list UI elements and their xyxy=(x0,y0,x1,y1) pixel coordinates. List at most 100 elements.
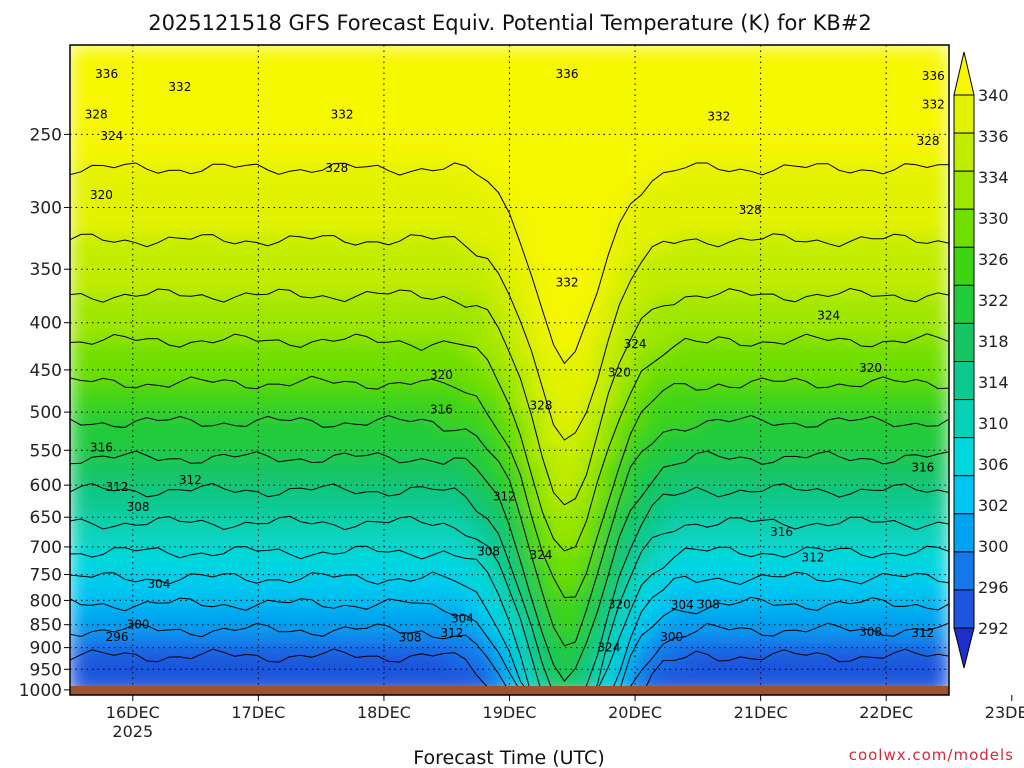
contour-label: 328 xyxy=(917,134,940,148)
isentrope-line xyxy=(70,648,949,695)
contour-label: 328 xyxy=(739,203,762,217)
contour-label: 304 xyxy=(147,577,170,591)
y-tick-label: 500 xyxy=(30,403,62,423)
x-tick-label: 22DEC xyxy=(859,703,913,722)
y-tick-label: 1000 xyxy=(19,681,62,701)
colorbar-segment xyxy=(953,246,975,286)
x-year-label: 2025 xyxy=(112,722,153,741)
colorbar-segment xyxy=(953,437,975,477)
colorbar-segment xyxy=(953,132,975,172)
y-tick-label: 250 xyxy=(30,125,62,145)
y-tick-label: 350 xyxy=(30,260,62,280)
colorbar-segment xyxy=(953,399,975,439)
pressure-axis: 250 300 350 400 450 500 550 600 650 700 750 800 850 9… xyxy=(19,125,70,701)
contour-label: 308 xyxy=(399,631,422,645)
isentrope-line xyxy=(70,333,949,552)
colorbar: 340 336 334 330 326 322 318 314 310 306 302 300 296 2… xyxy=(953,51,1009,669)
isentrope-line xyxy=(70,545,949,695)
isentrope-line xyxy=(70,162,949,365)
contour-label: 312 xyxy=(179,473,202,487)
y-tick-label: 400 xyxy=(30,314,62,334)
colorbar-tick-label: 340 xyxy=(978,86,1009,105)
colorbar-segment xyxy=(953,551,975,591)
colorbar-tick-label: 314 xyxy=(978,373,1009,392)
x-tick-label: 16DEC xyxy=(106,703,160,722)
colorbar-segment xyxy=(953,170,975,210)
y-tick-label: 900 xyxy=(30,639,62,659)
contour-label: 332 xyxy=(168,80,191,94)
contour-label: 304 xyxy=(451,612,474,626)
contour-label: 320 xyxy=(608,597,631,611)
colorbar-segment xyxy=(953,94,975,134)
colorbar-tick-label: 292 xyxy=(978,619,1009,638)
contour-label: 308 xyxy=(697,597,720,611)
colorbar-tick-label: 322 xyxy=(978,291,1009,310)
contour-label: 320 xyxy=(430,368,453,382)
contour-label: 312 xyxy=(440,626,463,640)
chart-title: 2025121518 GFS Forecast Equiv. Potential… xyxy=(148,11,872,35)
contour-label: 300 xyxy=(660,630,683,644)
colorbar-tick-label: 296 xyxy=(978,578,1009,597)
contour-label: 324 xyxy=(100,129,123,143)
isentrope-line xyxy=(70,287,949,506)
contour-label: 328 xyxy=(85,108,108,122)
colorbar-tick-label: 306 xyxy=(978,455,1009,474)
colorbar-segment xyxy=(953,475,975,515)
colorbar-tick-label: 318 xyxy=(978,332,1009,351)
y-tick-label: 950 xyxy=(30,660,62,680)
contour-label: 320 xyxy=(859,361,882,375)
contour-label: 336 xyxy=(556,67,579,81)
colorbar-tick-label: 330 xyxy=(978,209,1009,228)
contour-label: 316 xyxy=(770,525,793,539)
colorbar-segment xyxy=(953,589,975,629)
contour-label: 336 xyxy=(922,69,945,83)
contour-label: 308 xyxy=(127,500,150,514)
contour-label: 300 xyxy=(127,618,150,632)
plot-area: 3363323283243203163123083043002963123323… xyxy=(70,45,949,695)
contour-label: 328 xyxy=(529,399,552,413)
colorbar-segment xyxy=(953,361,975,401)
contour-label: 328 xyxy=(325,161,348,175)
isentrope-line xyxy=(70,233,949,441)
contour-label: 320 xyxy=(90,188,113,202)
contour-label: 332 xyxy=(331,108,354,122)
colorbar-segment xyxy=(953,322,975,362)
colorbar-tick-label: 334 xyxy=(978,168,1009,187)
theta-e-field xyxy=(70,45,949,695)
contour-label: 296 xyxy=(106,630,129,644)
y-tick-label: 800 xyxy=(30,591,62,611)
contour-label: 320 xyxy=(608,366,631,380)
x-tick-label: 17DEC xyxy=(231,703,285,722)
contour-label: 312 xyxy=(802,551,825,565)
y-tick-label: 450 xyxy=(30,361,62,381)
watermark: coolwx.com/models xyxy=(849,746,1014,764)
contour-label: 316 xyxy=(430,403,453,417)
colorbar-segment xyxy=(953,208,975,248)
contour-label: 324 xyxy=(624,337,647,351)
contour-label: 332 xyxy=(556,276,579,290)
y-tick-label: 850 xyxy=(30,616,62,636)
colorbar-segment xyxy=(953,513,975,553)
x-tick-label: 19DEC xyxy=(483,703,537,722)
isentrope-line xyxy=(70,571,949,695)
y-tick-label: 700 xyxy=(30,538,62,558)
contour-label: 324 xyxy=(529,548,552,562)
y-tick-label: 300 xyxy=(30,198,62,218)
x-tick-label: 23DEC xyxy=(985,703,1024,722)
colorbar-tick-label: 336 xyxy=(978,127,1009,146)
contour-label: 316 xyxy=(911,460,934,474)
x-tick-label: 18DEC xyxy=(357,703,411,722)
contour-label: 336 xyxy=(95,67,118,81)
y-tick-label: 650 xyxy=(30,508,62,528)
contour-label: 312 xyxy=(106,480,129,494)
colorbar-top-arrow xyxy=(953,51,975,96)
y-tick-label: 600 xyxy=(30,476,62,496)
x-tick-label: 21DEC xyxy=(734,703,788,722)
contour-label: 308 xyxy=(477,544,500,558)
colorbar-bottom-arrow xyxy=(953,627,975,669)
contour-label: 324 xyxy=(817,309,840,323)
x-axis-label: Forecast Time (UTC) xyxy=(413,747,604,768)
contour-label: 324 xyxy=(597,641,620,655)
colorbar-segment xyxy=(953,284,975,324)
